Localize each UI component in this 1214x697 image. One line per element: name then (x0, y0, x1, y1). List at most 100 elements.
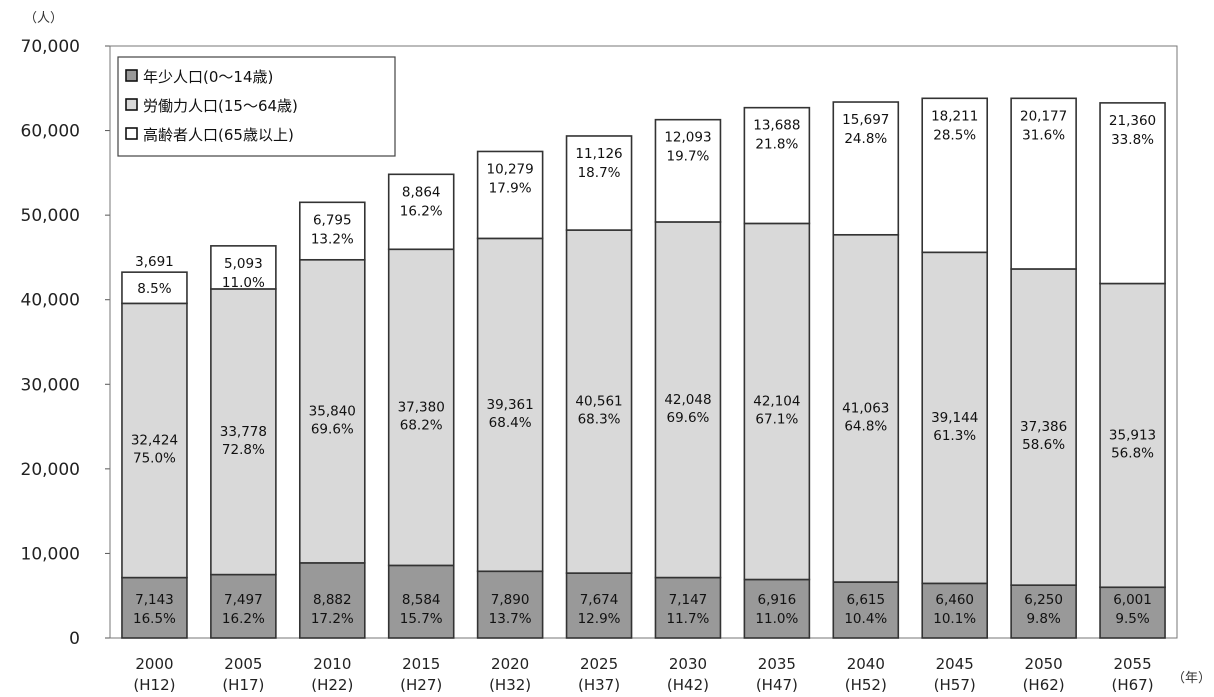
bar-segment (921, 97, 989, 254)
bar-segment (210, 573, 277, 639)
bar-segment (921, 251, 989, 585)
data-label-percent: 11.7% (667, 611, 710, 627)
data-label-percent: 13.2% (311, 231, 354, 247)
data-label-value: 21,360 (1109, 113, 1156, 129)
x-tick-sublabel: (H52) (845, 676, 887, 694)
data-label-value: 13,688 (753, 118, 800, 134)
legend-box (117, 56, 396, 157)
x-tick-label: 2020 (491, 655, 529, 673)
bar-segment (476, 150, 544, 240)
data-label-value: 32,424 (131, 432, 178, 448)
data-label-value: 20,177 (1020, 108, 1067, 124)
bar-segment (654, 221, 722, 579)
bar-segment (1010, 584, 1077, 639)
data-label-value: 35,840 (309, 403, 356, 419)
legend-swatch (125, 69, 138, 82)
data-label-value: 7,674 (580, 592, 619, 608)
x-tick-label: 2025 (580, 655, 618, 673)
x-tick-sublabel: (H17) (222, 676, 264, 694)
data-label-value: 7,147 (669, 592, 708, 608)
y-tick-label: 70,000 (21, 37, 80, 57)
data-label-percent: 11.0% (755, 611, 798, 627)
data-label-value: 12,093 (664, 130, 711, 146)
bar-segment (921, 582, 989, 639)
x-tick-label: 2040 (847, 655, 885, 673)
data-label-value: 10,279 (487, 161, 534, 177)
bar-segment (1099, 282, 1166, 589)
x-tick-label: 2000 (135, 655, 173, 673)
x-tick-label: 2055 (1113, 655, 1151, 673)
bar-segment (210, 288, 277, 576)
x-tick-sublabel: (H37) (578, 676, 620, 694)
data-label-percent: 19.7% (667, 149, 710, 165)
bar-segment (298, 258, 366, 564)
data-label-value: 42,104 (753, 393, 800, 409)
y-tick-label: 50,000 (21, 206, 80, 226)
x-tick-label: 2005 (224, 655, 262, 673)
data-label-percent: 17.2% (311, 611, 354, 627)
x-tick-sublabel: (H62) (1023, 676, 1065, 694)
y-unit-label: （人） (24, 11, 63, 26)
x-unit-label: （年） (1172, 671, 1211, 686)
data-label-percent: 69.6% (311, 421, 354, 437)
data-label-value: 6,250 (1024, 592, 1063, 608)
x-tick-sublabel: (H47) (756, 676, 798, 694)
x-tick-sublabel: (H67) (1112, 676, 1154, 694)
bar-segment (832, 581, 900, 639)
data-label-percent: 13.7% (489, 611, 532, 627)
x-tick-sublabel: (H27) (400, 676, 442, 694)
bar-segment (654, 118, 722, 223)
y-tick-label: 60,000 (21, 122, 80, 142)
x-tick-sublabel: (H32) (489, 676, 531, 694)
data-label-percent: 11.0% (222, 275, 265, 291)
data-label-value: 8,864 (402, 184, 441, 200)
x-tick-label: 2010 (313, 655, 351, 673)
data-label-value: 40,561 (575, 394, 622, 410)
data-label-percent: 16.2% (400, 203, 443, 219)
data-label-percent: 9.5% (1115, 611, 1149, 627)
legend: 年少人口(0～14歳) 労働力人口(15～64歳) 高齢者人口(65歳以上) (117, 56, 396, 157)
data-label-value: 18,211 (931, 108, 978, 124)
data-label-percent: 9.8% (1026, 611, 1060, 627)
bar-segment (121, 576, 188, 639)
bar-segment (387, 173, 455, 251)
data-label-percent: 15.7% (400, 611, 443, 627)
bar-segment (743, 106, 811, 225)
x-axis: 2000 (H12) 2005 (H17) 2010 (H22) 2015 (H27) 2020… (133, 655, 1211, 694)
data-label-value: 7,890 (491, 592, 530, 608)
data-label-percent: 21.8% (755, 137, 798, 153)
data-label-value: 3,691 (135, 254, 174, 270)
x-tick-sublabel: (H42) (667, 676, 709, 694)
data-label-value: 37,386 (1020, 419, 1067, 435)
data-label-percent: 28.5% (933, 127, 976, 143)
bar-segment (743, 222, 811, 581)
bar-segment (1010, 97, 1077, 270)
bar-segment (121, 271, 188, 305)
x-tick-sublabel: (H57) (934, 676, 976, 694)
y-tick-label: 0 (69, 629, 80, 649)
x-tick-label: 2045 (936, 655, 974, 673)
data-label-percent: 68.3% (578, 412, 621, 428)
data-label-value: 39,144 (931, 410, 978, 426)
data-label-value: 8,882 (313, 592, 352, 608)
bar-segment (565, 572, 633, 639)
data-label-value: 8,584 (402, 592, 441, 608)
data-label-percent: 33.8% (1111, 132, 1154, 148)
data-label-percent: 18.7% (578, 165, 621, 181)
y-tick-label: 40,000 (21, 291, 80, 311)
bar-segment (210, 245, 277, 290)
data-label-value: 37,380 (398, 399, 445, 415)
data-label-percent: 16.2% (222, 611, 265, 627)
data-label-value: 6,460 (935, 592, 974, 608)
bar-segment (1099, 102, 1166, 285)
data-label-percent: 56.8% (1111, 445, 1154, 461)
legend-swatch (125, 127, 138, 140)
y-tick-label: 10,000 (21, 544, 80, 564)
data-label-value: 6,615 (846, 592, 885, 608)
data-label-percent: 8.5% (137, 281, 171, 297)
data-label-percent: 68.2% (400, 417, 443, 433)
bar-segment (121, 302, 188, 579)
bar-segment (743, 578, 811, 639)
data-label-value: 5,093 (224, 256, 263, 272)
